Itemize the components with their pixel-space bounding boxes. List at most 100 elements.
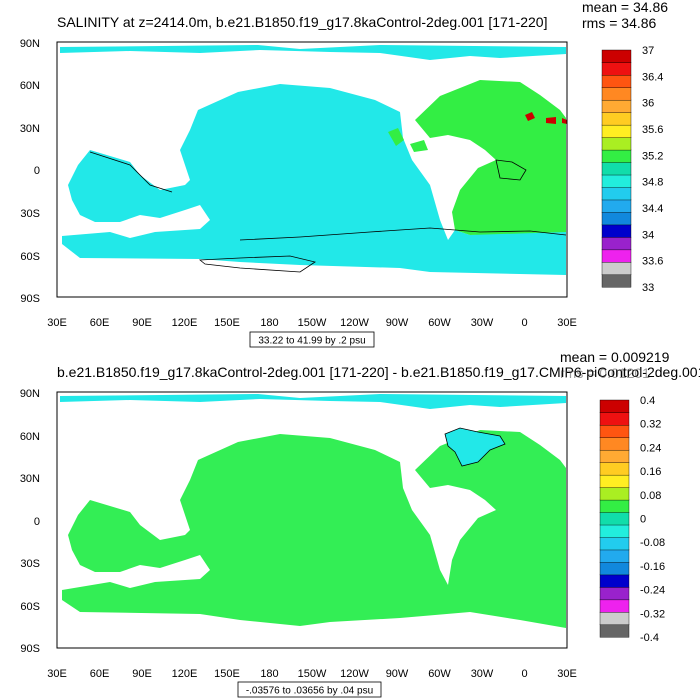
colorbar-swatch (601, 261, 632, 276)
lon-tick-label: 90E (132, 668, 152, 680)
colorbar-swatch (599, 487, 630, 501)
colorbar-label: 34.4 (642, 203, 663, 215)
colorbar-label: -0.16 (640, 561, 665, 573)
lat-tick-label: 60N (20, 80, 40, 92)
panel-1: SALINITY at z=2414.0m, b.e21.B1850.f19_g… (20, 0, 668, 348)
colorbar-label: 37 (642, 45, 654, 57)
contour-line (444, 427, 506, 467)
panel-1-frame (56, 41, 568, 298)
lon-tick-label: 30W (471, 668, 494, 680)
lat-tick-label: 60N (20, 431, 40, 443)
contour-line (239, 227, 567, 241)
colorbar-swatch (601, 274, 632, 288)
negative-anomaly-patch (445, 428, 505, 466)
indian-ocean-field (68, 150, 185, 222)
lon-tick-label: 30W (471, 317, 494, 329)
lon-tick-label: 0 (521, 317, 527, 329)
contour-info-box (249, 331, 375, 348)
pacific-ocean-field (62, 84, 566, 275)
colorbar-swatch (601, 137, 632, 151)
colorbar-label: -0.08 (640, 537, 665, 549)
arctic-ocean-field (60, 45, 566, 60)
colorbar-swatch (599, 574, 630, 588)
colorbar-swatch (601, 49, 632, 63)
colorbar-swatch (601, 211, 632, 226)
panel-1-mean: mean = 34.86 (582, 0, 668, 15)
colorbar-swatch (601, 187, 632, 201)
panel-1-lon-axis: 30E 60E 90E 120E 150E 180 150W 120W 90W … (47, 317, 577, 329)
contour-info-text: -.03576 to .03656 by .04 psu (246, 686, 373, 697)
lat-tick-label: 60S (20, 601, 40, 613)
colorbar-swatch (601, 249, 632, 263)
colorbar-swatch (599, 599, 630, 613)
lat-tick-label: 0 (34, 165, 40, 177)
lon-tick-label: 60E (90, 317, 110, 329)
colorbar-swatch (599, 412, 630, 426)
panel-2-map (60, 394, 566, 628)
lat-tick-label: 0 (34, 516, 40, 528)
lon-tick-label: 0 (521, 668, 527, 680)
colorbar-label: 0.24 (640, 442, 661, 454)
indian-ocean-field (68, 500, 185, 572)
panel-2-title: b.e21.B1850.f19_g17.8kaControl-2deg.001 … (57, 364, 700, 380)
lon-tick-label: 60E (90, 668, 110, 680)
colorbar-label: 35.6 (642, 124, 663, 136)
lat-tick-label: 90S (20, 643, 40, 655)
lon-tick-label: 90W (386, 668, 409, 680)
colorbar-swatch (599, 462, 630, 476)
lat-tick-label: 90N (20, 38, 40, 50)
colorbar-swatch (599, 512, 630, 526)
panel-2-lon-axis: 30E 60E 90E 120E 150E 180 150W 120W 90W … (47, 668, 577, 680)
lon-tick-label: 30E (557, 317, 577, 329)
colorbar-label: 35.2 (642, 150, 663, 162)
colorbar-label: 0 (640, 514, 646, 526)
high-salinity-patch (525, 112, 567, 124)
colorbar-swatch (601, 124, 632, 138)
colorbar-swatch (599, 586, 630, 601)
colorbar-label: -0.24 (640, 585, 665, 597)
panel-2-colorbar: 0.4 0.32 0.24 0.16 0.08 0 -0.08 -0.16 -0.24 -0.32… (599, 395, 665, 644)
colorbar-label: 34.8 (642, 177, 663, 189)
colorbar-label: 36.4 (642, 71, 663, 83)
colorbar-swatch (599, 424, 630, 438)
lat-tick-label: 30S (20, 558, 40, 570)
lat-tick-label: 90N (20, 388, 40, 400)
panel-1-map (60, 45, 567, 275)
lon-tick-label: 30E (557, 668, 577, 680)
lon-tick-label: 60W (428, 668, 451, 680)
colorbar-swatch (601, 99, 632, 113)
lon-tick-label: 30E (47, 668, 67, 680)
lat-tick-label: 60S (20, 251, 40, 263)
lon-tick-label: 150W (298, 668, 327, 680)
contour-line (89, 151, 173, 193)
lon-tick-label: 120E (172, 668, 198, 680)
lon-tick-label: 180 (260, 317, 278, 329)
lat-tick-label: 30N (20, 473, 40, 485)
lon-tick-label: 150E (214, 668, 240, 680)
colorbar-swatch (599, 624, 630, 638)
colorbar-swatch (599, 474, 630, 488)
colorbar-swatch (599, 611, 630, 626)
lon-tick-label: 180 (260, 668, 278, 680)
caribbean-field (388, 128, 428, 152)
panel-2-frame (56, 391, 568, 649)
contour-line (198, 255, 316, 273)
lat-tick-label: 30S (20, 208, 40, 220)
panel-2-contour-info: -.03576 to .03656 by .04 psu (237, 681, 382, 698)
global-ocean-field (62, 430, 566, 628)
lon-tick-label: 60W (428, 317, 451, 329)
colorbar-label: 33.6 (642, 256, 663, 268)
colorbar-swatch (599, 499, 630, 513)
panel-2: b.e21.B1850.f19_g17.8kaControl-2deg.001 … (20, 349, 700, 698)
panel-1-colorbar: 37 36.4 36 35.6 35.2 34.8 34.4 34 33.6 33 (601, 45, 663, 294)
colorbar-swatch (601, 236, 632, 251)
colorbar-swatch (599, 561, 630, 576)
contour-info-box (237, 681, 382, 698)
lon-tick-label: 90W (386, 317, 409, 329)
lon-tick-label: 120W (340, 668, 369, 680)
colorbar-label: 34 (642, 229, 654, 241)
colorbar-swatch (601, 112, 632, 126)
colorbar-swatch (599, 524, 630, 538)
contour-line (495, 159, 527, 181)
